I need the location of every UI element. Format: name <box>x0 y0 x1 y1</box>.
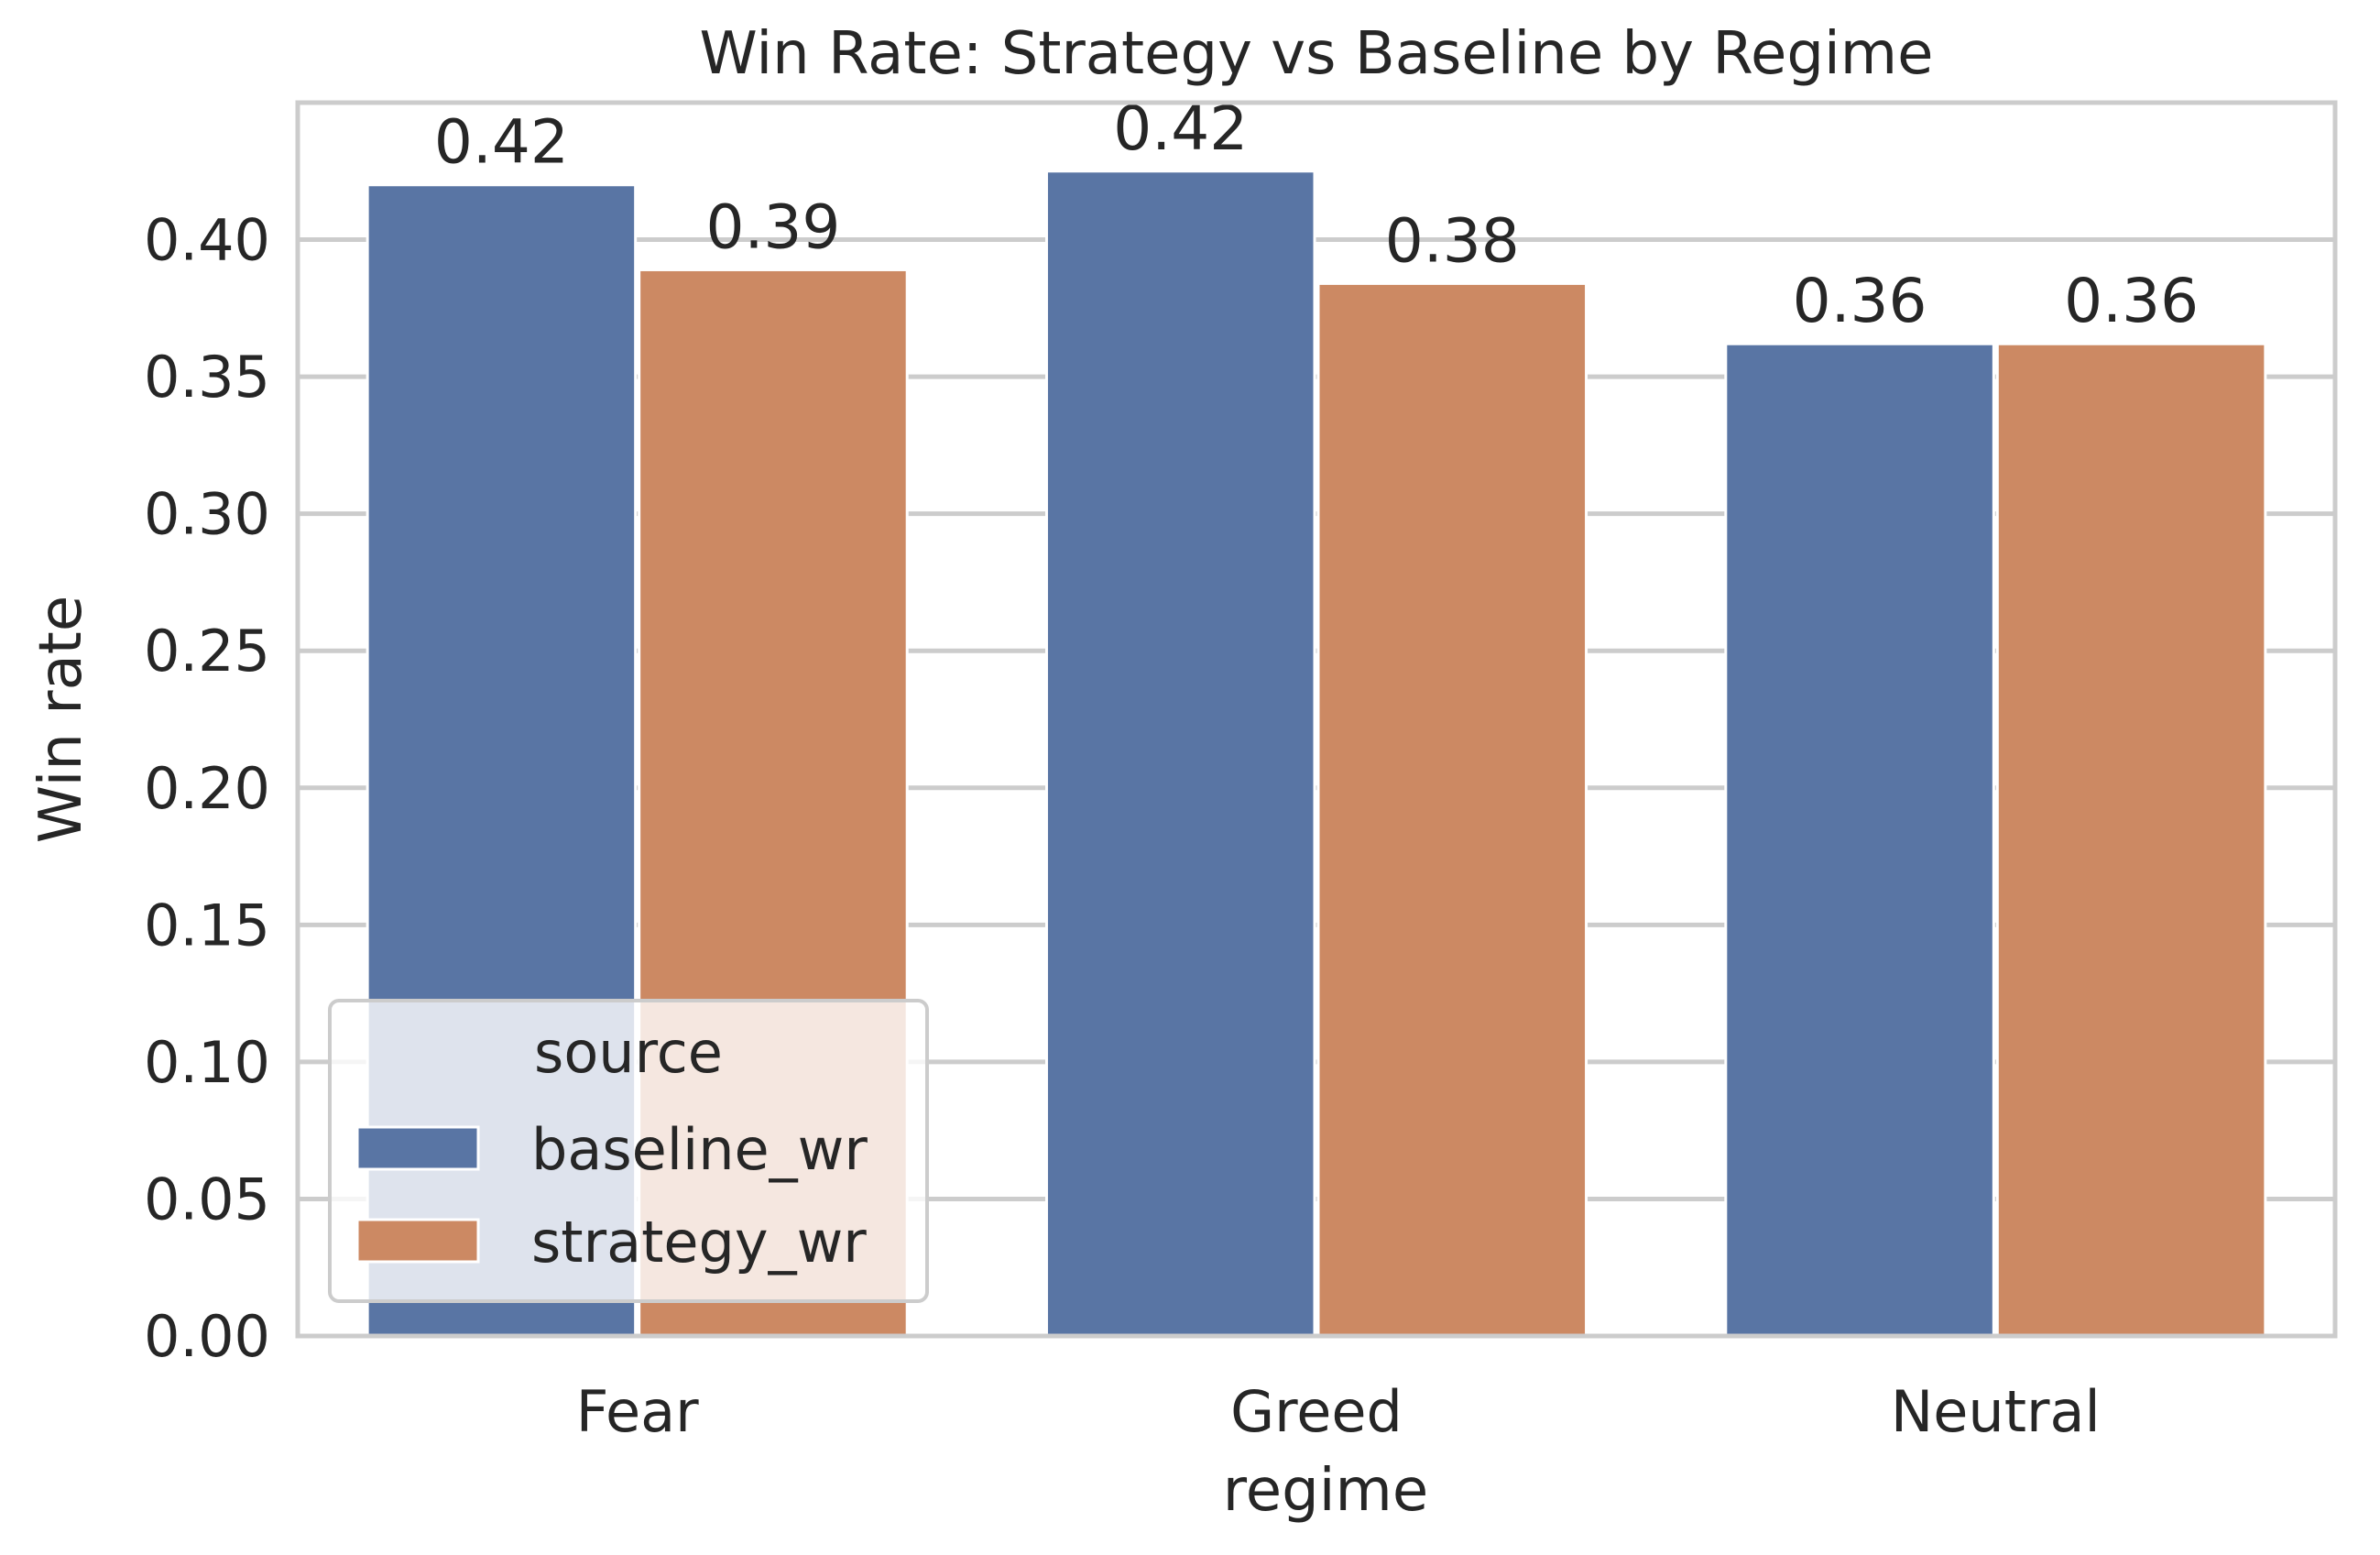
legend-title: source <box>534 1019 723 1086</box>
legend-label-strategy: strategy_wr <box>531 1209 867 1276</box>
bar-value-label: 0.42 <box>1113 93 1248 164</box>
x-tick-label: Neutral <box>1891 1378 2101 1445</box>
legend-label-baseline: baseline_wr <box>531 1116 868 1183</box>
bars <box>366 170 2267 1338</box>
bar-strategy_wr-neutral <box>1995 342 2267 1338</box>
y-tick-label: 0.25 <box>144 618 270 684</box>
y-tick-label: 0.15 <box>144 892 270 958</box>
y-tick-label: 0.40 <box>144 207 270 274</box>
y-axis-ticks: 0.00 0.05 0.10 0.15 0.20 0.25 0.30 0.35 0.40 <box>144 207 270 1370</box>
y-tick-label: 0.10 <box>144 1029 270 1096</box>
x-axis-ticks: Fear Greed Neutral <box>576 1378 2101 1445</box>
y-tick-label: 0.30 <box>144 481 270 548</box>
plot-frame <box>295 100 2338 1339</box>
y-tick-label: 0.20 <box>144 755 270 822</box>
bar-value-label: 0.42 <box>434 107 569 178</box>
bar-value-label: 0.38 <box>1385 205 1520 276</box>
x-tick-label: Greed <box>1230 1378 1403 1445</box>
legend-swatch-baseline <box>355 1125 480 1171</box>
bar-strategy_wr-greed <box>1316 281 1588 1338</box>
y-tick-label: 0.00 <box>144 1303 270 1370</box>
bar-baseline_wr-neutral <box>1724 342 1995 1338</box>
y-tick-label: 0.35 <box>144 344 270 411</box>
y-tick-label: 0.05 <box>144 1166 270 1232</box>
legend-swatch-strategy <box>355 1218 480 1264</box>
bar-baseline_wr-greed <box>1044 170 1316 1338</box>
x-axis-label: regime <box>1223 1457 1428 1525</box>
chart-title: Win Rate: Strategy vs Baseline by Regime <box>700 20 1934 88</box>
y-axis-label: Win rate <box>27 596 95 844</box>
legend: source baseline_wr strategy_wr <box>328 999 929 1303</box>
bar-value-labels: 0.42 0.39 0.42 0.38 0.36 0.36 <box>434 93 2199 336</box>
x-tick-label: Fear <box>576 1378 699 1445</box>
bar-value-label: 0.36 <box>2064 266 2199 336</box>
bar-value-label: 0.36 <box>1793 266 1927 336</box>
bar-value-label: 0.39 <box>705 192 840 262</box>
